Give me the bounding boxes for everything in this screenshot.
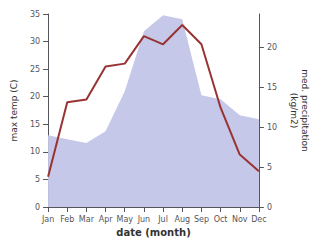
svg-text:20: 20 [30,92,40,101]
svg-text:10: 10 [30,147,40,156]
svg-text:20: 20 [267,43,277,52]
svg-text:Dec: Dec [251,215,266,224]
svg-text:15: 15 [267,83,277,92]
svg-text:Aug: Aug [174,215,190,224]
svg-text:5: 5 [267,163,272,172]
svg-text:0: 0 [35,203,40,212]
svg-text:Feb: Feb [60,215,74,224]
svg-text:5: 5 [35,175,40,184]
svg-text:date (month): date (month) [116,227,190,238]
svg-text:(kg/m2): (kg/m2) [289,93,299,128]
svg-text:Sep: Sep [194,215,209,224]
svg-text:15: 15 [30,120,40,129]
svg-text:max temp (C): max temp (C) [9,79,19,141]
svg-text:30: 30 [30,37,40,46]
svg-text:May: May [116,215,133,224]
svg-text:Oct: Oct [214,215,228,224]
svg-text:Jan: Jan [41,215,54,224]
svg-text:Nov: Nov [232,215,248,224]
svg-text:25: 25 [30,65,40,74]
svg-text:35: 35 [30,10,40,19]
svg-text:med. precipitation: med. precipitation [300,69,310,151]
svg-text:10: 10 [267,123,277,132]
svg-text:Jun: Jun [137,215,151,224]
svg-text:Jul: Jul [157,215,168,224]
svg-text:Apr: Apr [99,215,114,224]
svg-text:Mar: Mar [79,215,95,224]
svg-text:0: 0 [267,203,272,212]
